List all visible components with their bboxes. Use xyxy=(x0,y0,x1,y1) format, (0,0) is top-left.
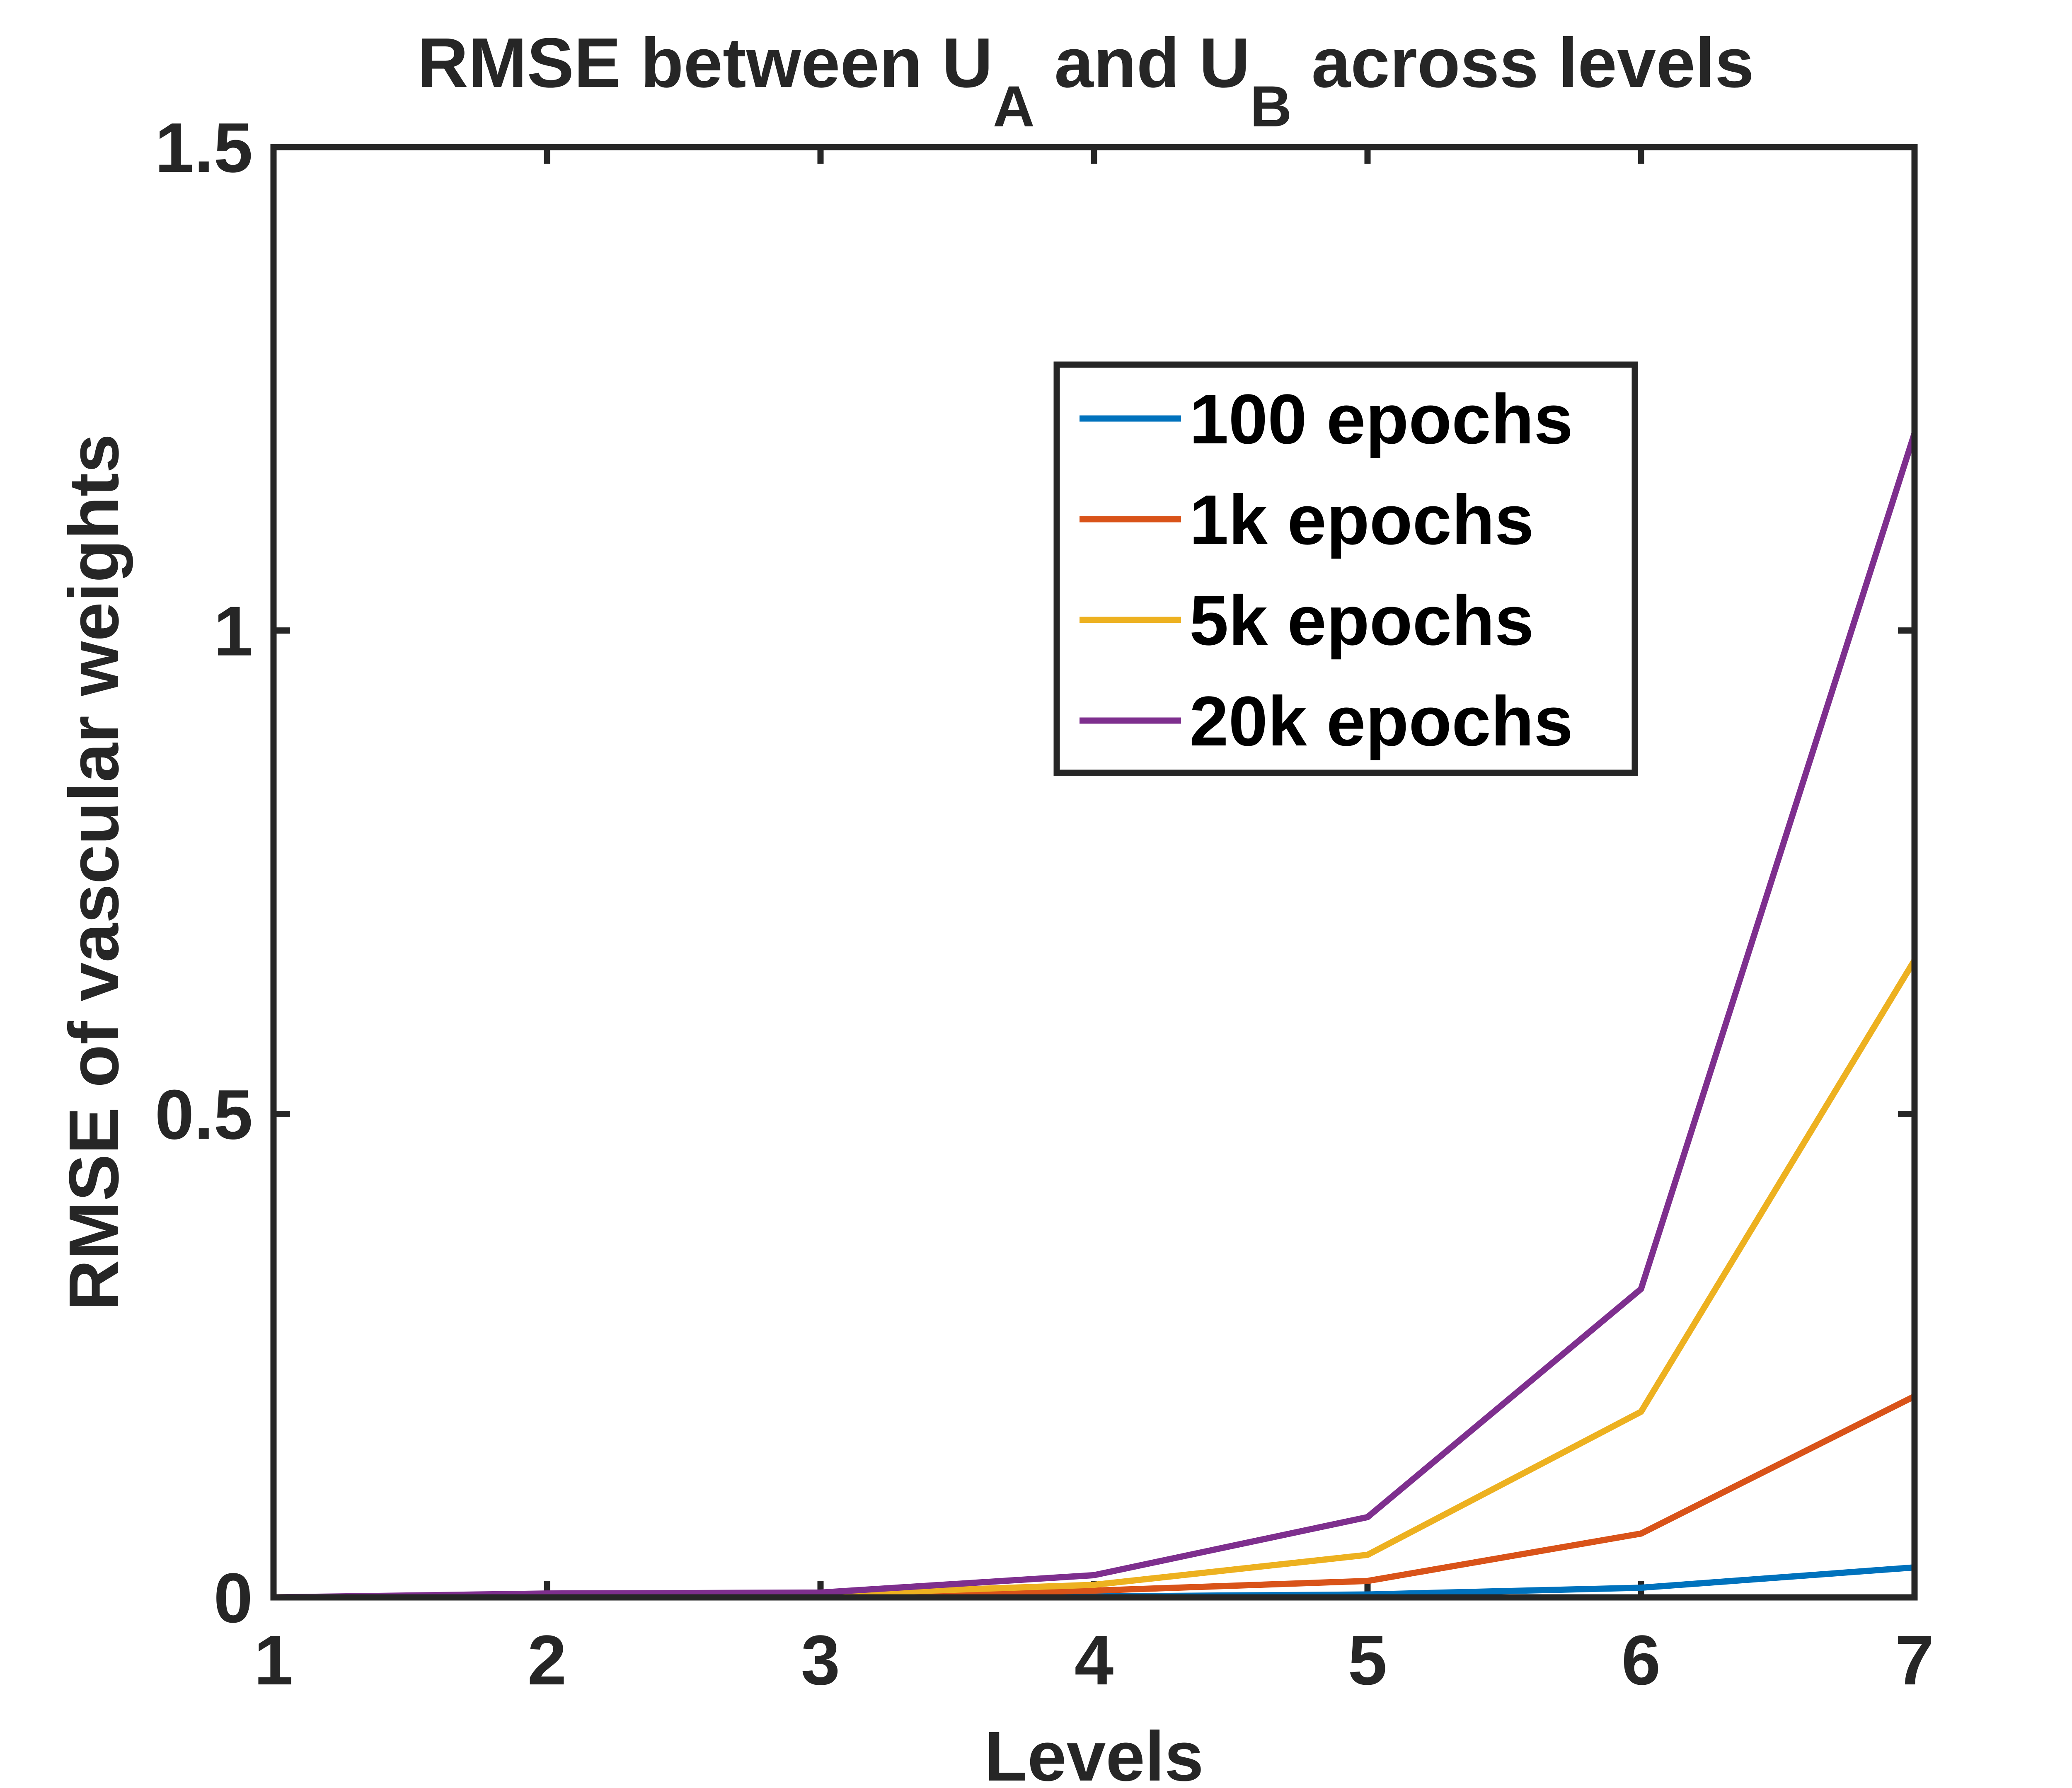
x-tick-label: 5 xyxy=(1348,1621,1387,1700)
chart-title-suffix: across levels xyxy=(1292,24,1754,102)
legend-label: 20k epochs xyxy=(1189,682,1573,761)
x-tick-label: 7 xyxy=(1895,1621,1934,1700)
x-tick-label: 6 xyxy=(1622,1621,1661,1700)
series-line-3 xyxy=(273,432,1918,1601)
axes-frame xyxy=(270,144,1918,1601)
axis-tick-labels: 1 2 3 4 5 6 7 0 0.5 1 1.5 xyxy=(155,109,1934,1700)
x-tick-label: 1 xyxy=(254,1621,293,1700)
y-tick-label: 0 xyxy=(213,1559,253,1638)
legend: 100 epochs 1k epochs 5k epochs 20k epochs xyxy=(1053,361,1638,776)
chart-title-sub-b: B xyxy=(1250,74,1292,139)
legend-items: 100 epochs 1k epochs 5k epochs 20k epochs xyxy=(1080,380,1573,761)
chart-title-sub-a: A xyxy=(993,74,1035,139)
x-axis-label: Levels xyxy=(984,1717,1203,1788)
y-axis-label: RMSE of vascular weights xyxy=(55,434,133,1311)
x-tick-label: 3 xyxy=(801,1621,840,1700)
chart-title-prefix: RMSE between U xyxy=(417,24,993,102)
legend-box xyxy=(1053,361,1638,776)
chart-title: RMSE between UA and UB across levels xyxy=(417,24,1754,139)
y-tick-label: 0.5 xyxy=(155,1075,253,1154)
y-tick-label: 1 xyxy=(213,592,253,671)
legend-label: 5k epochs xyxy=(1189,581,1534,660)
x-tick-label: 2 xyxy=(528,1621,567,1700)
y-tick-label: 1.5 xyxy=(155,109,253,187)
x-tick-label: 4 xyxy=(1075,1621,1114,1700)
chart-title-middle: and U xyxy=(1035,24,1250,102)
legend-label: 1k epochs xyxy=(1189,481,1534,559)
legend-label: 100 epochs xyxy=(1189,380,1573,459)
